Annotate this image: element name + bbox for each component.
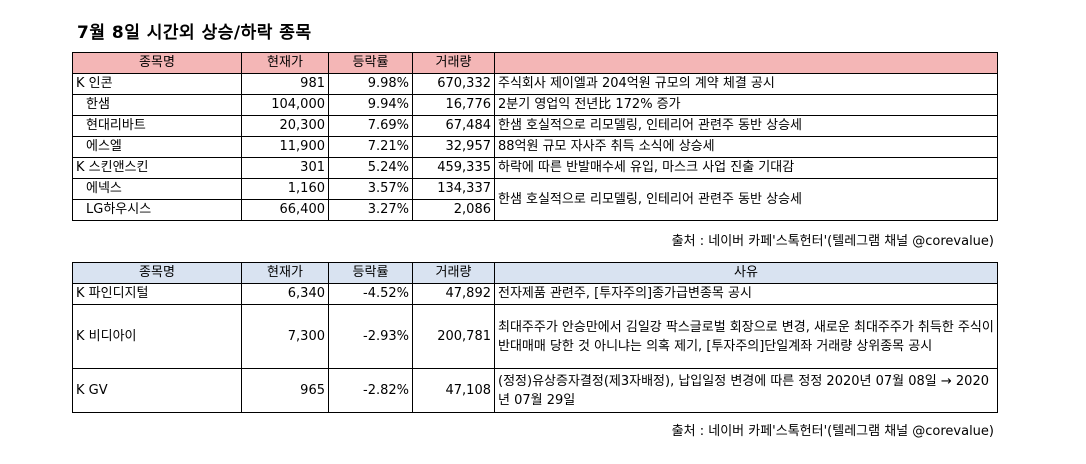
- change-cell: -2.93%: [328, 304, 413, 369]
- header-change: 등락률: [328, 52, 413, 74]
- market-tag: K: [76, 382, 85, 398]
- table-header-row: 종목명 현재가 등락률 거래량: [72, 52, 998, 74]
- price-cell: 6,340: [241, 283, 329, 305]
- header-change: 등락률: [328, 262, 413, 284]
- stock-name: 에넥스: [86, 181, 122, 196]
- volume-cell: 47,892: [412, 283, 495, 305]
- volume-cell: 67,484: [412, 115, 495, 137]
- stock-name-cell: K 스킨앤스킨: [72, 157, 242, 179]
- table-row: K 비디아이 7,300 -2.93% 200,781 최대주주가 안승만에서 …: [72, 304, 998, 369]
- header-name: 종목명: [72, 262, 242, 284]
- volume-cell: 32,957: [412, 136, 495, 158]
- source-note: 출처 : 네이버 카페'스톡헌터'(텔레그램 채널 @corevalue): [671, 234, 994, 249]
- header-volume: 거래량: [412, 52, 495, 74]
- page-title: 7월 8일 시간외 상승/하락 종목: [77, 23, 312, 43]
- stock-name-cell: 에넥스: [72, 178, 242, 200]
- table-row: LG하우시스 66,400 3.27% 2,086: [72, 199, 998, 221]
- change-cell: 9.94%: [328, 94, 413, 116]
- table-row: K 인콘 981 9.98% 670,332 주식회사 제이엘과 204억원 규…: [72, 73, 998, 95]
- volume-cell: 16,776: [412, 94, 495, 116]
- table-row: K GV 965 -2.82% 47,108 (정정)유상증자결정(제3자배정)…: [72, 368, 998, 413]
- table-row: K 스킨앤스킨 301 5.24% 459,335 하락에 따른 반발매수세 유…: [72, 157, 998, 179]
- stock-name: 현대리바트: [86, 118, 146, 133]
- stock-name-cell: K 인콘: [72, 73, 242, 95]
- stock-name: 파인디지털: [88, 286, 149, 301]
- header-reason: [494, 52, 998, 74]
- market-tag: K: [76, 160, 85, 175]
- header-volume: 거래량: [412, 262, 495, 284]
- stock-name: LG하우시스: [86, 202, 152, 217]
- volume-cell: 200,781: [412, 304, 495, 369]
- stock-name: 비디아이: [88, 328, 137, 344]
- price-cell: 965: [241, 368, 329, 413]
- stock-name-cell: 에스엘: [72, 136, 242, 158]
- table-row: 에넥스 1,160 3.57% 134,337 한샘 호실적으로 리모델링, 인…: [72, 178, 998, 221]
- stock-name-cell: 한샘: [72, 94, 242, 116]
- price-cell: 20,300: [241, 115, 329, 137]
- table-row: 한샘 104,000 9.94% 16,776 2분기 영업익 전년比 172%…: [72, 94, 998, 116]
- change-cell: -2.82%: [328, 368, 413, 413]
- stock-name: 한샘: [86, 97, 110, 112]
- reason-cell: 최대주주가 안승만에서 김일강 팍스글로벌 회장으로 변경, 새로운 최대주주가…: [494, 304, 998, 369]
- header-name: 종목명: [72, 52, 242, 74]
- market-tag: K: [76, 286, 85, 301]
- change-cell: -4.52%: [328, 283, 413, 305]
- reason-cell: 88억원 규모 자사주 취득 소식에 상승세: [494, 136, 998, 158]
- volume-cell: 670,332: [412, 73, 495, 95]
- price-cell: 301: [241, 157, 329, 179]
- change-cell: 9.98%: [328, 73, 413, 95]
- table-row: K 파인디지털 6,340 -4.52% 47,892 전자제품 관련주, [투…: [72, 283, 998, 305]
- reason-cell: 하락에 따른 반발매수세 유입, 마스크 사업 진출 기대감: [494, 157, 998, 179]
- table-row: 현대리바트 20,300 7.69% 67,484 한샘 호실적으로 리모델링,…: [72, 115, 998, 137]
- change-cell: 7.21%: [328, 136, 413, 158]
- reason-cell: 한샘 호실적으로 리모델링, 인테리어 관련주 동반 상승세: [494, 115, 998, 137]
- reason-cell: 한샘 호실적으로 리모델링, 인테리어 관련주 동반 상승세: [494, 178, 998, 221]
- price-cell: 1,160: [241, 178, 329, 200]
- reason-cell: (정정)유상증자결정(제3자배정), 납입일정 변경에 따른 정정 2020년 …: [494, 368, 998, 413]
- change-cell: 7.69%: [328, 115, 413, 137]
- change-cell: 5.24%: [328, 157, 413, 179]
- stock-name-cell: 현대리바트: [72, 115, 242, 137]
- volume-cell: 459,335: [412, 157, 495, 179]
- source-note: 출처 : 네이버 카페'스톡헌터'(텔레그램 채널 @corevalue): [671, 424, 994, 439]
- table-header-row: 종목명 현재가 등락률 거래량 사유: [72, 262, 998, 284]
- reason-cell: 주식회사 제이엘과 204억원 규모의 계약 체결 공시: [494, 73, 998, 95]
- fall-stocks-table: 종목명 현재가 등락률 거래량 사유 K 파인디지털 6,340 -4.52% …: [72, 262, 998, 413]
- stock-name-cell: K 비디아이: [72, 304, 242, 369]
- header-price: 현재가: [241, 262, 329, 284]
- rise-stocks-table: 종목명 현재가 등락률 거래량 K 인콘 981 9.98% 670,332 주…: [72, 52, 998, 221]
- stock-name-cell: K GV: [72, 368, 242, 413]
- stock-name: 에스엘: [86, 139, 122, 154]
- reason-cell: 전자제품 관련주, [투자주의]종가급변종목 공시: [494, 283, 998, 305]
- volume-cell: 47,108: [412, 368, 495, 413]
- table-row: 에스엘 11,900 7.21% 32,957 88억원 규모 자사주 취득 소…: [72, 136, 998, 158]
- stock-name-cell: LG하우시스: [72, 199, 242, 221]
- price-cell: 66,400: [241, 199, 329, 221]
- reason-cell: 2분기 영업익 전년比 172% 증가: [494, 94, 998, 116]
- price-cell: 104,000: [241, 94, 329, 116]
- stock-name: GV: [88, 382, 108, 398]
- header-price: 현재가: [241, 52, 329, 74]
- market-tag: K: [76, 76, 85, 91]
- stock-name: 인콘: [88, 76, 113, 91]
- volume-cell: 2,086: [412, 199, 495, 221]
- stock-name: 스킨앤스킨: [88, 160, 149, 175]
- price-cell: 7,300: [241, 304, 329, 369]
- change-cell: 3.57%: [328, 178, 413, 200]
- stock-name-cell: K 파인디지털: [72, 283, 242, 305]
- price-cell: 981: [241, 73, 329, 95]
- header-reason: 사유: [494, 262, 998, 284]
- volume-cell: 134,337: [412, 178, 495, 200]
- price-cell: 11,900: [241, 136, 329, 158]
- change-cell: 3.27%: [328, 199, 413, 221]
- market-tag: K: [76, 328, 85, 344]
